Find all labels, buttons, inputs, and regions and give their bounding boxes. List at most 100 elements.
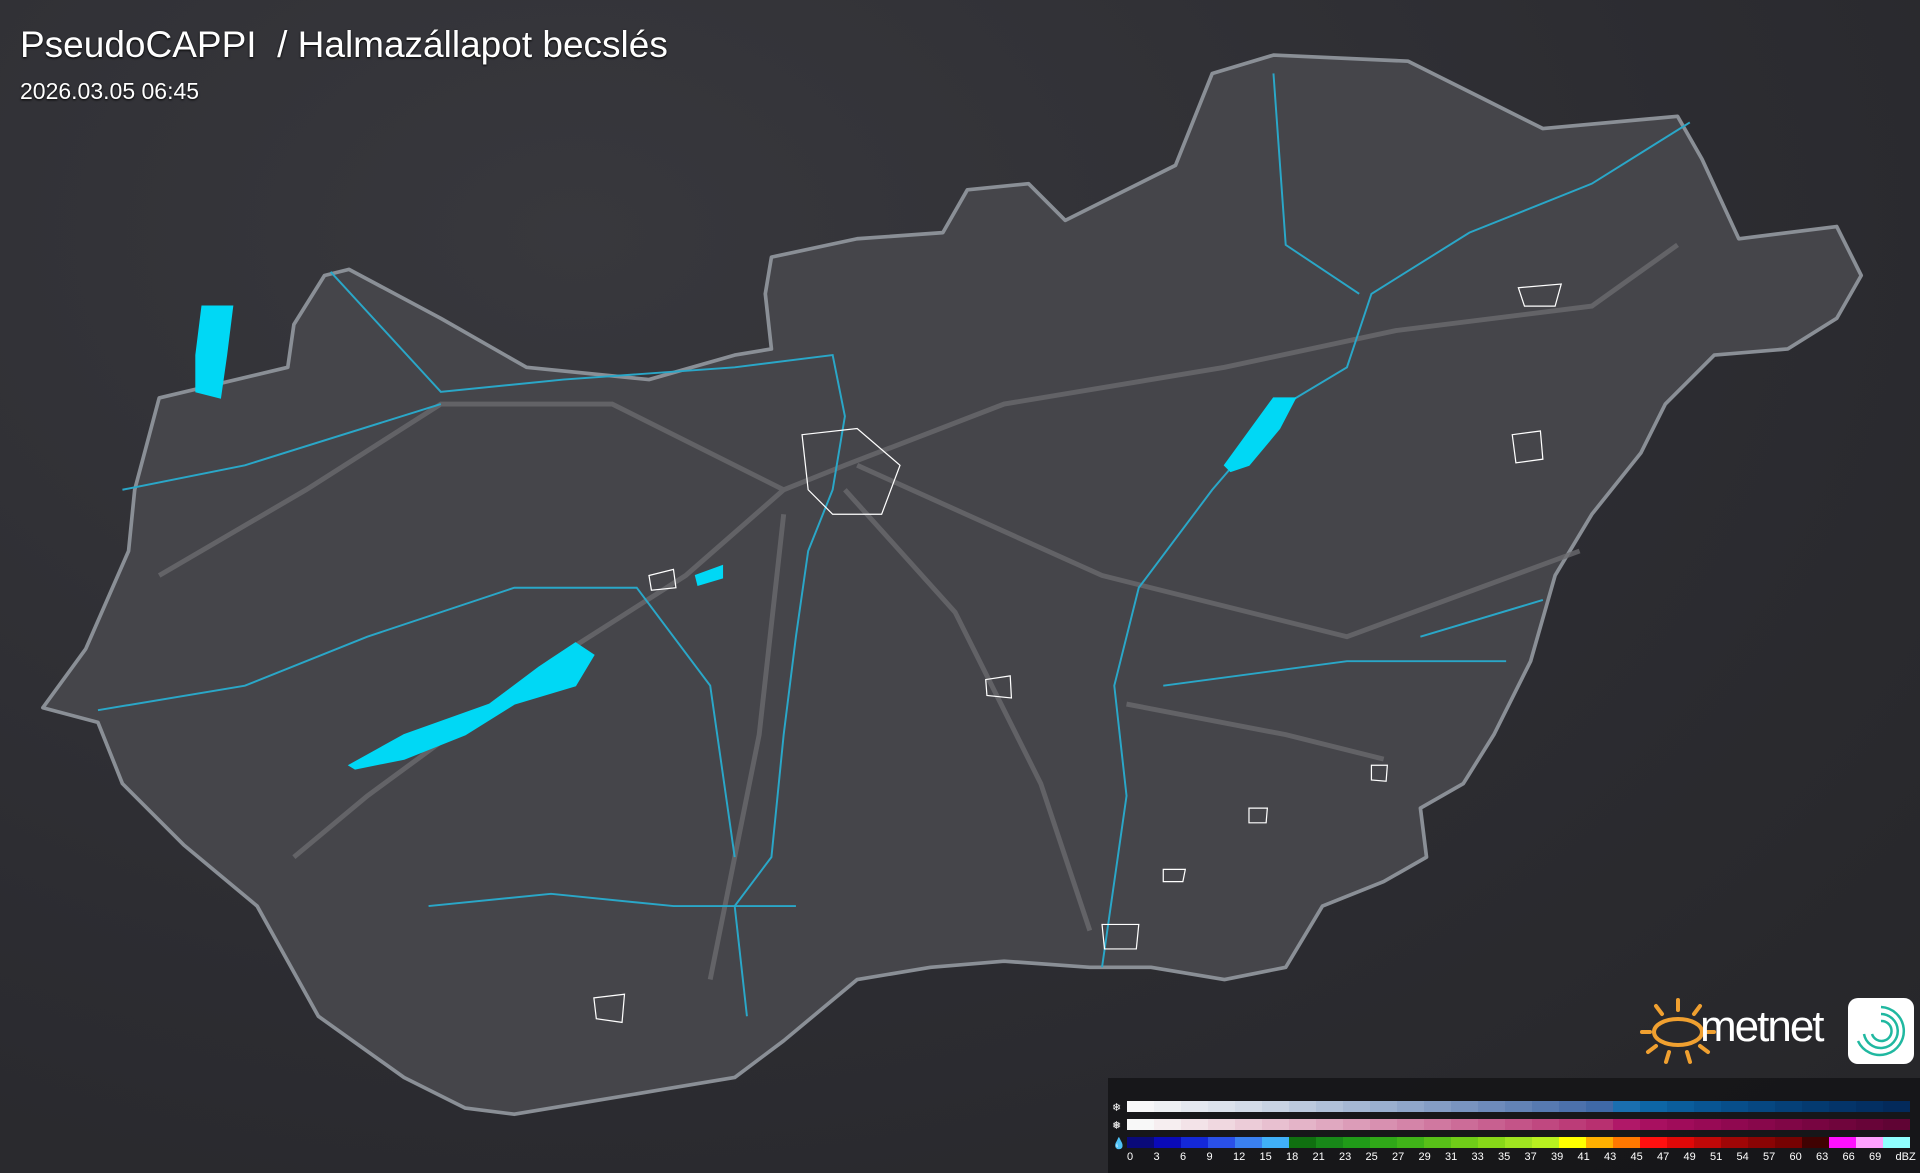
legend-swatch [1640,1119,1667,1130]
legend-label: 66 [1842,1151,1855,1163]
legend-swatch [1694,1119,1721,1130]
page-title: PseudoCAPPI / Halmazállapot becslés [20,24,668,65]
legend-swatch [1181,1101,1208,1112]
legend-label: 47 [1657,1151,1670,1163]
legend-swatch [1208,1119,1235,1130]
legend-swatch [1370,1137,1397,1148]
legend-swatch [1667,1137,1694,1148]
legend-swatch [1154,1119,1181,1130]
legend-swatch [1424,1119,1451,1130]
legend-label: 60 [1789,1151,1802,1163]
color-legend: ❄ ❅ 💧 0 3 6 9 12 15 18 21 23 25 27 29 31 33 35 37 39 41 43… [1108,1078,1920,1173]
legend-swatch [1505,1119,1532,1130]
rivers [97,73,1691,1017]
legend-label: 41 [1577,1151,1590,1163]
lake-velence [694,564,724,587]
legend-swatch [1802,1137,1829,1148]
legend-swatch [1397,1119,1424,1130]
legend-label: 6 [1180,1151,1187,1163]
legend-swatch [1451,1137,1478,1148]
legend-label: 23 [1339,1151,1352,1163]
legend-label: 54 [1736,1151,1749,1163]
legend-swatch [1343,1101,1370,1112]
legend-swatch [1586,1101,1613,1112]
legend-swatch [1208,1101,1235,1112]
brand-name: metnet [1700,1002,1825,1051]
legend-swatch [1802,1101,1829,1112]
legend-swatch [1721,1137,1748,1148]
legend-swatch [1289,1119,1316,1130]
legend-swatch [1829,1119,1856,1130]
legend-swatch [1397,1101,1424,1112]
hungary-country-area [41,53,1864,1117]
legend-label: 35 [1498,1151,1511,1163]
lakes [195,305,1297,770]
legend-swatch [1262,1137,1289,1148]
legend-label: 15 [1259,1151,1272,1163]
legend-label: 25 [1365,1151,1378,1163]
legend-swatch [1370,1119,1397,1130]
legend-swatch [1667,1101,1694,1112]
legend-swatch [1883,1119,1910,1130]
legend-swatch [1559,1119,1586,1130]
legend-label: 0 [1127,1151,1134,1163]
rain-icon: 💧 [1112,1138,1126,1150]
legend-label: 51 [1710,1151,1723,1163]
legend-swatch [1721,1119,1748,1130]
legend-swatch [1235,1119,1262,1130]
legend-swatch [1478,1101,1505,1112]
legend-swatch [1748,1137,1775,1148]
legend-label: 57 [1763,1151,1776,1163]
legend-swatch [1802,1119,1829,1130]
legend-swatch [1478,1119,1505,1130]
lake-ferto [195,305,234,399]
timestamp: 2026.03.05 06:45 [20,78,200,104]
legend-label: 29 [1418,1151,1431,1163]
legend-label: 18 [1286,1151,1299,1163]
legend-swatch [1343,1137,1370,1148]
legend-swatch [1424,1101,1451,1112]
legend-label: 3 [1153,1151,1160,1163]
legend-label: dBZ [1895,1151,1916,1163]
legend-swatch [1181,1137,1208,1148]
legend-swatch [1694,1137,1721,1148]
legend-swatch [1694,1101,1721,1112]
legend-swatch [1721,1101,1748,1112]
legend-swatch [1856,1137,1883,1148]
legend-swatch [1775,1101,1802,1112]
legend-swatch [1397,1137,1424,1148]
legend-swatch [1505,1101,1532,1112]
legend-swatch [1262,1101,1289,1112]
lake-balaton [347,642,595,770]
legend-swatch [1208,1137,1235,1148]
lake-tisza [1223,397,1297,473]
legend-swatch [1424,1137,1451,1148]
legend-swatch [1289,1101,1316,1112]
legend-swatch [1127,1137,1154,1148]
legend-label: 12 [1233,1151,1246,1163]
legend-swatch [1505,1137,1532,1148]
snow-scale [1127,1101,1910,1112]
legend-label: 43 [1604,1151,1617,1163]
legend-swatch [1451,1119,1478,1130]
legend-label: 9 [1206,1151,1213,1163]
legend-labels: 0 3 6 9 12 15 18 21 23 25 27 29 31 33 35 37 39 41 43 45 47 49… [1127,1151,1920,1163]
settlement-outlines [593,283,1563,1024]
legend-label: 39 [1551,1151,1564,1163]
legend-label: 31 [1445,1151,1458,1163]
legend-swatch [1316,1101,1343,1112]
legend-label: 69 [1869,1151,1882,1163]
legend-swatch [1370,1101,1397,1112]
legend-label: 21 [1312,1151,1325,1163]
danube-river [329,271,846,1017]
legend-swatch [1883,1137,1910,1148]
legend-swatch [1613,1101,1640,1112]
legend-label: 63 [1816,1151,1829,1163]
legend-swatch [1532,1101,1559,1112]
legend-swatch [1613,1119,1640,1130]
legend-swatch [1613,1137,1640,1148]
legend-swatch [1343,1119,1370,1130]
legend-swatch [1586,1119,1613,1130]
legend-swatch [1316,1119,1343,1130]
